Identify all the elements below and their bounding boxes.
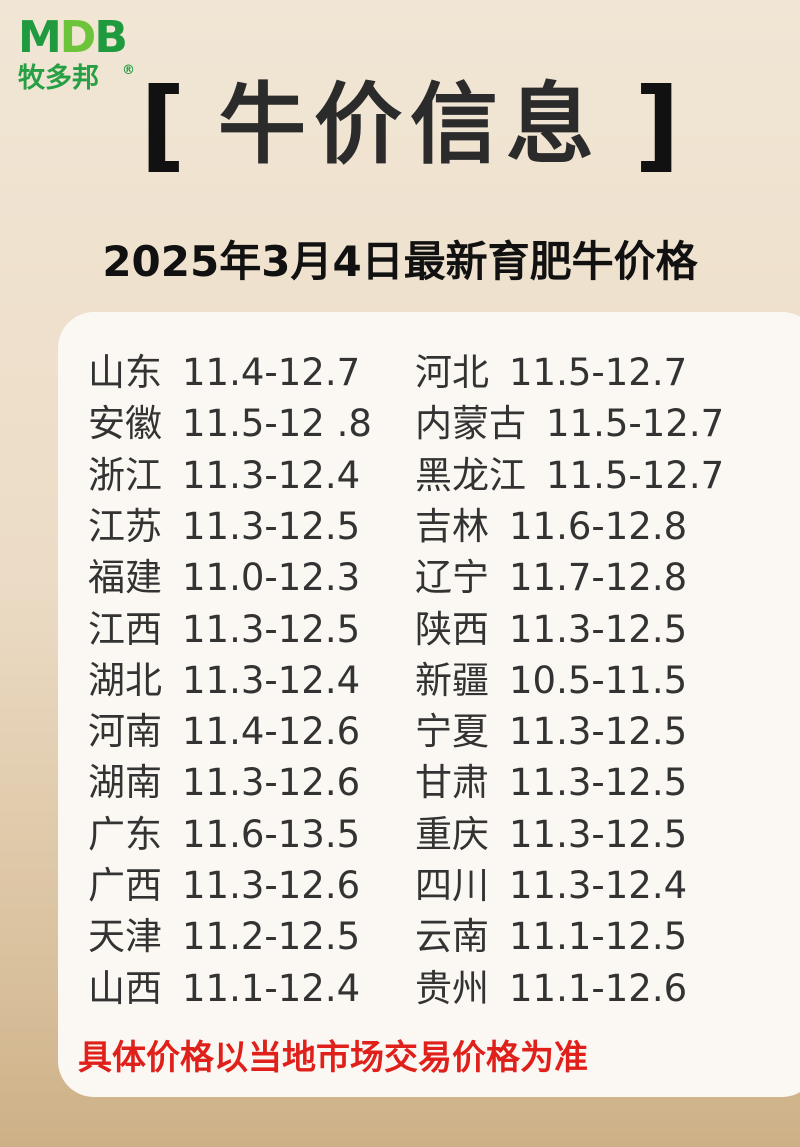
province-name: 云南 [415,915,489,959]
province-name: 陕西 [415,607,489,651]
price-row: 四川 11.3-12.4 [415,861,687,911]
province-name: 山东 [88,351,162,394]
brand-logo: MDB 牧多邦 ® [18,14,138,96]
price-row: 江苏 11.3-12.5 [88,502,360,552]
price-row: 吉林 11.6-12.8 [415,502,687,552]
price-range: 11.4-12.6 [182,710,361,754]
province-name: 江西 [88,607,162,651]
price-row: 陕西 11.3-12.5 [415,605,687,655]
registered-mark: ® [122,63,135,78]
province-name: 重庆 [415,812,489,856]
title-text: 牛价信息 [217,73,602,176]
province-name: 广东 [88,812,162,856]
province-name: 湖北 [88,658,162,702]
logo-name: 牧多邦 [18,63,99,94]
price-range: 11.3-12.6 [182,864,361,907]
logo-mark: MDB [18,12,128,63]
province-name: 江苏 [88,504,162,548]
price-row: 浙江 11.3-12.4 [88,451,360,501]
price-range: 11.6-12.8 [509,504,688,548]
price-row: 安徽 11.5-12 .8 [88,399,372,449]
price-range: 11.3-12.4 [182,453,361,497]
province-name: 河北 [415,351,489,394]
province-name: 甘肃 [415,761,489,805]
price-range: 11.3-12.5 [509,710,688,754]
footer-note: 具体价格以当地市场交易价格为准 [78,1038,588,1078]
price-row: 甘肃 11.3-12.5 [415,758,687,808]
province-name: 黑龙江 [415,453,526,497]
price-range: 11.0-12.3 [182,556,361,600]
price-range: 11.3-12.4 [509,864,688,907]
price-range: 11.2-12.5 [182,915,361,959]
province-name: 辽宁 [415,556,489,600]
province-name: 山西 [88,966,162,1010]
province-name: 新疆 [415,658,489,702]
price-row: 山西 11.1-12.4 [88,964,360,1014]
province-name: 宁夏 [415,710,489,754]
price-range: 11.3-12.5 [182,607,361,651]
province-name: 安徽 [88,402,162,446]
price-row: 贵州 11.1-12.6 [415,964,687,1014]
province-name: 天津 [88,915,162,959]
price-row: 广东 11.6-13.5 [88,810,360,860]
page-title: [ 牛价信息 ] [140,70,680,180]
price-range: 11.3-12.5 [509,761,688,805]
price-range: 11.3-12.5 [509,607,688,651]
logo-text: 牧多邦 ® [18,62,138,96]
province-name: 湖南 [88,761,162,805]
province-name: 四川 [415,864,489,907]
price-range: 11.3-12.5 [182,504,361,548]
price-range: 11.3-12.5 [509,812,688,856]
price-card [58,312,800,1097]
price-range: 11.1-12.5 [509,915,688,959]
price-row: 天津 11.2-12.5 [88,912,360,962]
title-bracket-open: [ [140,66,186,183]
price-range: 11.1-12.6 [509,966,688,1010]
price-range: 11.3-12.6 [182,761,361,805]
price-row: 宁夏 11.3-12.5 [415,707,687,757]
price-row: 辽宁 11.7-12.8 [415,553,687,603]
price-range: 10.5-11.5 [509,658,688,702]
province-name: 浙江 [88,453,162,497]
price-row: 云南 11.1-12.5 [415,912,687,962]
subtitle: 2025年3月4日最新育肥牛价格 [102,237,698,286]
price-row: 重庆 11.3-12.5 [415,810,687,860]
price-row: 江西 11.3-12.5 [88,605,360,655]
price-row: 湖北 11.3-12.4 [88,656,360,706]
price-range: 11.5-12 .8 [182,402,372,446]
province-name: 贵州 [415,966,489,1010]
price-row: 广西 11.3-12.6 [88,861,360,911]
price-row: 湖南 11.3-12.6 [88,758,360,808]
price-row: 新疆 10.5-11.5 [415,656,687,706]
price-range: 11.5-12.7 [546,402,725,446]
title-bracket-close: ] [634,66,680,183]
price-range: 11.5-12.7 [509,351,688,394]
price-row: 山东 11.4-12.7 [88,348,360,398]
price-range: 11.3-12.4 [182,658,361,702]
price-range: 11.6-13.5 [182,812,361,856]
price-row: 福建 11.0-12.3 [88,553,360,603]
price-row: 黑龙江 11.5-12.7 [415,451,724,501]
price-row: 内蒙古 11.5-12.7 [415,399,724,449]
price-range: 11.4-12.7 [182,351,361,394]
price-range: 11.1-12.4 [182,966,361,1010]
price-row: 河北 11.5-12.7 [415,348,687,398]
province-name: 广西 [88,864,162,907]
province-name: 河南 [88,710,162,754]
province-name: 吉林 [415,504,489,548]
province-name: 福建 [88,556,162,600]
price-range: 11.7-12.8 [509,556,688,600]
province-name: 内蒙古 [415,402,526,446]
price-row: 河南 11.4-12.6 [88,707,360,757]
price-range: 11.5-12.7 [546,453,725,497]
